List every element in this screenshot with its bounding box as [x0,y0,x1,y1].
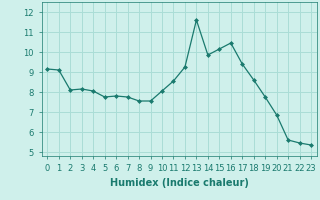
X-axis label: Humidex (Indice chaleur): Humidex (Indice chaleur) [110,178,249,188]
